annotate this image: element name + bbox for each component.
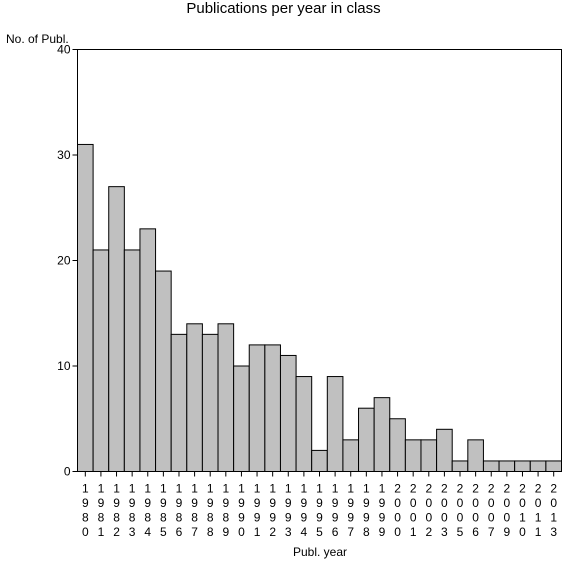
bar-1980 [77, 143, 94, 472]
bar-1982 [108, 186, 125, 472]
bar-2007 [482, 460, 500, 473]
bar-1993 [279, 354, 297, 473]
bar-1991 [248, 344, 266, 472]
y-tick-label: 30 [57, 148, 71, 162]
x-axis: 1 9 8 0 1 9 8 1 1 9 8 2 1 9 8 3 1 9 8 4 1 9 8 5 1 9 8 6 1 9 8 7 1 9 8 8 1 9 8 9… [82, 471, 557, 540]
bar-2001 [404, 439, 422, 473]
bar-1984 [139, 228, 157, 472]
bar-1989 [217, 323, 235, 472]
chart-title: Publications per year in class [186, 0, 381, 17]
bar-1997 [342, 439, 360, 473]
bar-2011 [529, 460, 547, 473]
bar-1996 [326, 376, 344, 472]
bar-2006 [467, 439, 484, 473]
bar-2002 [420, 439, 438, 473]
bar-1983 [123, 249, 141, 472]
bar-2013 [545, 460, 563, 473]
bar-1988 [201, 333, 219, 472]
x-axis-label: Publ. year [292, 545, 348, 559]
bar-2005 [451, 460, 469, 473]
bar-2010 [514, 460, 531, 473]
y-tick-label: 40 [57, 43, 71, 57]
bar-2009 [498, 460, 516, 473]
bar-1985 [155, 270, 172, 472]
bar-2000 [389, 418, 406, 472]
bar-1995 [311, 449, 328, 472]
bar-1981 [92, 249, 110, 472]
y-axis: 0 10 20 30 40 [57, 43, 78, 479]
bar-1987 [186, 323, 203, 472]
bar-1986 [170, 333, 188, 472]
y-axis-label: No. of Publ. [6, 32, 69, 46]
bars-group [77, 143, 563, 473]
bar-1992 [264, 344, 281, 472]
bar-2003 [436, 428, 453, 472]
bar-1994 [295, 376, 313, 472]
bar-1998 [358, 407, 375, 473]
y-tick-label: 0 [64, 465, 71, 479]
y-tick-label: 20 [57, 254, 71, 268]
bar-1990 [233, 365, 250, 472]
plot-frame [77, 49, 562, 472]
y-tick-label: 10 [57, 359, 71, 373]
bar-1999 [373, 397, 391, 472]
